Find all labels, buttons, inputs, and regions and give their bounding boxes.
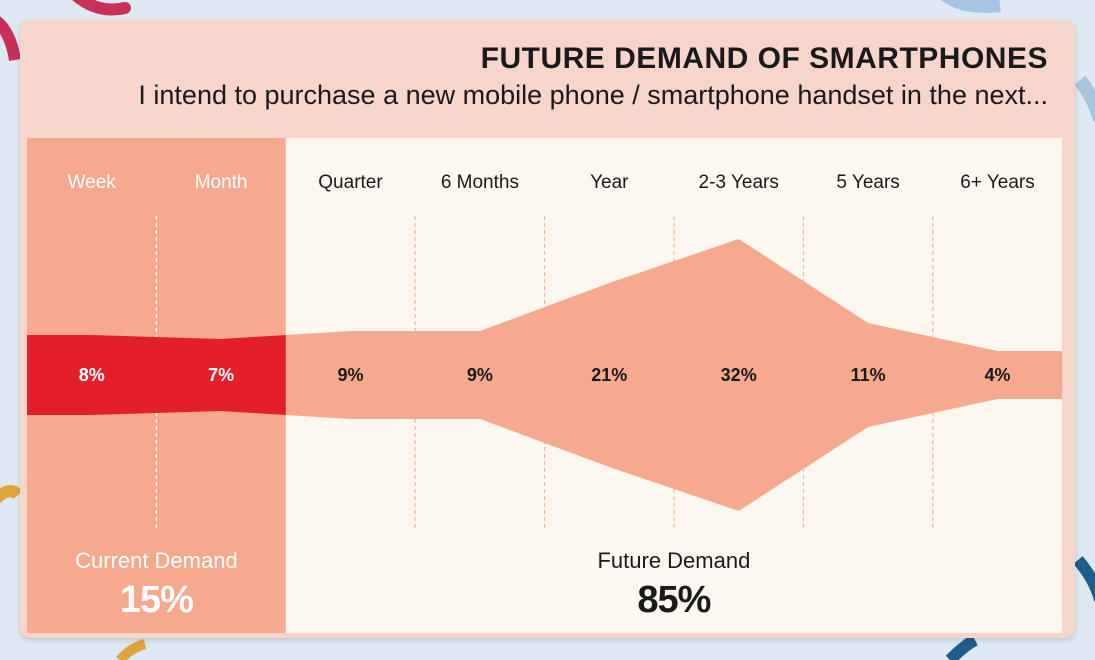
- period-labels: Week Month Quarter 6 Months Year 2-3 Years 5 Y…: [68, 172, 1035, 193]
- period-label: Quarter: [318, 172, 383, 193]
- percentage-labels: 8% 7% 9% 9% 21% 32% 11% 4%: [79, 365, 1011, 385]
- period-label: Week: [68, 172, 117, 193]
- bg-stroke-navy: [1073, 556, 1095, 602]
- future-demand-total: 85%: [637, 579, 710, 621]
- period-label: Year: [590, 172, 629, 193]
- percentage-label: 21%: [591, 365, 627, 385]
- percentage-label: 9%: [337, 365, 363, 385]
- bg-stroke-gold-bottom: [116, 639, 147, 660]
- bg-stroke-crimson-left: [0, 16, 21, 62]
- percentage-label: 32%: [721, 365, 757, 385]
- future-demand-label: Future Demand: [597, 548, 750, 573]
- percentage-label: 9%: [467, 365, 493, 385]
- bg-stroke-blue-top: [940, 0, 1001, 13]
- bg-stroke-blue-right: [1074, 75, 1095, 122]
- percentage-label: 8%: [79, 365, 105, 385]
- future-demand-band: [27, 239, 1062, 511]
- current-demand-total: 15%: [120, 579, 193, 621]
- current-demand-band: [27, 335, 286, 415]
- chart-title: FUTURE DEMAND OF SMARTPHONES: [480, 42, 1048, 75]
- period-label: 6 Months: [441, 172, 519, 193]
- chart-subtitle: I intend to purchase a new mobile phone …: [138, 80, 1048, 110]
- demand-stream-chart: Week Month Quarter 6 Months Year 2-3 Years 5 Y…: [27, 138, 1062, 633]
- period-label: 6+ Years: [960, 172, 1035, 193]
- period-label: Month: [195, 172, 248, 193]
- period-label: 5 Years: [836, 172, 899, 193]
- bg-stroke-navy-bottom: [945, 634, 978, 660]
- period-label: 2-3 Years: [699, 172, 779, 193]
- bg-stroke-crimson: [72, 0, 131, 16]
- percentage-label: 7%: [208, 365, 234, 385]
- current-demand-label: Current Demand: [75, 548, 238, 573]
- bg-stroke-gold: [0, 485, 23, 504]
- percentage-label: 11%: [851, 365, 886, 385]
- percentage-label: 4%: [984, 365, 1010, 385]
